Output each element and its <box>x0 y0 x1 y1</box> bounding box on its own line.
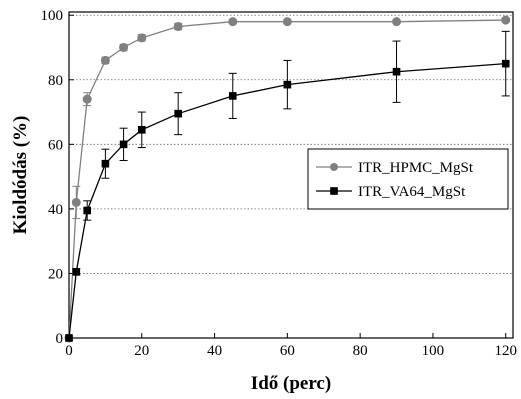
data-point <box>392 67 401 76</box>
data-point <box>71 197 81 207</box>
y-axis-title: Kioldódás (%) <box>10 116 31 235</box>
y-tick-label: 100 <box>41 8 64 24</box>
x-tick-label: 20 <box>134 343 149 359</box>
data-point <box>72 268 81 276</box>
data-point <box>119 140 128 149</box>
x-tick-label: 60 <box>280 343 295 359</box>
data-point <box>283 80 292 89</box>
data-point <box>392 17 402 27</box>
data-point <box>119 43 129 53</box>
y-tick-label: 80 <box>48 73 63 89</box>
x-tick-label: 0 <box>65 343 73 359</box>
x-tick-label: 40 <box>207 343 222 359</box>
y-tick-label: 60 <box>48 137 63 153</box>
data-point <box>501 59 510 68</box>
legend-label: ITR_HPMC_MgSt <box>358 160 474 176</box>
legend-item: ITR_HPMC_MgSt <box>316 160 474 176</box>
legend-box <box>307 148 509 210</box>
data-point <box>101 159 110 168</box>
legend-marker <box>330 187 338 195</box>
data-point <box>282 17 292 27</box>
x-axis-title: Idő (perc) <box>251 373 331 394</box>
legend-marker <box>330 163 338 171</box>
legend: ITR_HPMC_MgSt ITR_VA64_MgSt <box>307 148 509 210</box>
data-point <box>82 94 92 104</box>
data-point <box>137 33 147 43</box>
y-tick-label: 20 <box>48 266 63 282</box>
plot-frame <box>68 11 514 339</box>
x-tick-label: 80 <box>353 343 368 359</box>
series-ITR_VA64_MgSt <box>65 30 510 342</box>
x-tick-label: 100 <box>422 343 445 359</box>
data-point <box>174 109 182 118</box>
data-point <box>100 55 110 65</box>
x-tick-label: 120 <box>494 343 517 359</box>
legend-label: ITR_VA64_MgSt <box>358 184 466 200</box>
data-point <box>137 126 146 134</box>
tick-labels: 0 20 40 60 80 100 0 20 40 60 80 100 120 <box>41 8 517 359</box>
series-plot <box>64 15 511 343</box>
series-ITR_HPMC_MgSt <box>64 15 511 343</box>
data-point <box>228 92 237 100</box>
data-point <box>173 22 183 32</box>
data-point <box>83 206 91 215</box>
data-point <box>501 15 511 25</box>
y-tick-label: 0 <box>56 331 64 347</box>
legend-item: ITR_VA64_MgSt <box>316 184 466 200</box>
data-point <box>65 334 73 342</box>
y-tick-label: 40 <box>48 202 63 218</box>
data-point <box>228 17 238 27</box>
grid-lines <box>69 14 513 274</box>
